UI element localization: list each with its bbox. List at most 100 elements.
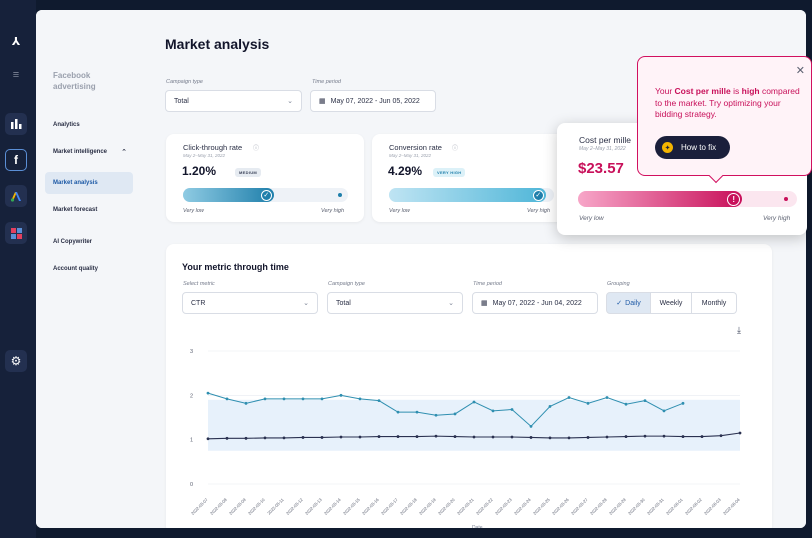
data-point	[396, 410, 400, 414]
calendar-icon: ▦	[481, 300, 488, 307]
conversion-card: Conversion rate ⓘ May 2–May 31, 2022 4.2…	[372, 134, 570, 222]
ctr-card: Click-through rate ⓘ May 2–May 31, 2022 …	[166, 134, 364, 222]
card-value: $23.57	[578, 160, 624, 177]
sidebar-item-label: Market intelligence	[53, 149, 108, 155]
market-range-band	[208, 399, 740, 451]
card-subtitle: May 2–May 31, 2022	[579, 146, 626, 152]
x-tick-label: 2022-05-25	[532, 497, 551, 516]
x-tick-label: 2022-05-13	[304, 497, 323, 516]
data-point	[434, 413, 438, 417]
x-tick-label: 2022-05-31	[646, 497, 665, 516]
data-point	[662, 434, 666, 438]
x-tick-label: 2022-05-09	[228, 497, 247, 516]
data-point	[586, 401, 590, 405]
level-alert-icon: !	[727, 192, 741, 206]
x-tick-label: 2022-05-28	[589, 497, 608, 516]
sidebar-item-label: AI Copywriter	[53, 239, 93, 245]
x-tick-label: 2022-05-08	[209, 497, 228, 516]
x-tick-label: 2022-05-18	[399, 497, 418, 516]
analytics-icon[interactable]	[5, 113, 27, 135]
info-icon: ⓘ	[253, 146, 260, 152]
time-period-label: Time period	[473, 281, 502, 287]
sidebar-item-ai-copywriter[interactable]: AI Copywriter	[45, 231, 133, 253]
how-to-fix-button[interactable]: ✦ How to fix	[655, 136, 730, 159]
campaign-type-label: Campaign type	[328, 281, 365, 287]
apps-icon[interactable]	[5, 222, 27, 244]
data-point	[415, 410, 419, 414]
scale-high-label: Very high	[321, 208, 345, 214]
bar-dot-icon	[338, 193, 342, 197]
sidebar-item-market-analysis[interactable]: Market analysis	[45, 172, 133, 194]
facebook-icon[interactable]: f	[5, 149, 27, 171]
campaign-type-select[interactable]: Total ⌄	[165, 90, 302, 112]
tooltip-text: Your	[655, 86, 675, 96]
insight-tooltip: ✕ Your Cost per mille is high compared t…	[637, 56, 812, 176]
settings-icon[interactable]: ⚙	[5, 350, 27, 372]
level-bar-fill	[578, 191, 743, 207]
data-point	[548, 405, 552, 408]
y-tick-label: 0	[190, 482, 193, 488]
google-ads-icon[interactable]	[5, 185, 27, 207]
data-point	[472, 400, 476, 404]
grouping-daily-label: Daily	[625, 299, 641, 307]
grouping-daily-button[interactable]: ✓ Daily	[606, 292, 651, 314]
level-knob-icon: ✓	[532, 189, 544, 201]
x-tick-label: 2022-05-10	[247, 497, 266, 516]
sidebar-item-label: Analytics	[53, 122, 80, 128]
sidebar-item-label: Market analysis	[53, 180, 98, 186]
data-point	[339, 435, 343, 439]
scale-low-label: Very low	[579, 215, 604, 222]
sidebar-item-label: Market forecast	[53, 207, 98, 213]
x-tick-label: 2022-05-20	[437, 497, 456, 516]
sidebar: Facebook advertising Analytics Market in…	[36, 10, 142, 528]
x-tick-label: 2022-05-22	[475, 497, 494, 516]
x-tick-label: 2022-05-19	[418, 497, 437, 516]
collapse-icon[interactable]: ≡	[12, 69, 20, 81]
x-tick-label: 2022-05-17	[380, 497, 399, 516]
sidebar-item-analytics[interactable]: Analytics	[45, 114, 133, 136]
select-metric-label: Select metric	[183, 281, 215, 287]
card-subtitle: May 2–May 31, 2022	[389, 153, 432, 158]
sidebar-item-account-quality[interactable]: Account quality	[45, 258, 133, 280]
grouping-monthly-button[interactable]: Monthly	[692, 292, 737, 314]
time-period-picker[interactable]: ▦ May 07, 2022 - Jun 05, 2022	[310, 90, 436, 112]
data-point	[586, 436, 590, 439]
data-point	[282, 436, 286, 440]
download-icon[interactable]: ⤓	[737, 325, 741, 335]
sidebar-item-market-intelligence[interactable]: Market intelligence ⌃	[45, 141, 133, 163]
x-tick-label: 2022-06-03	[703, 497, 722, 516]
close-icon[interactable]: ✕	[795, 65, 805, 77]
x-tick-label: 2022-05-07	[190, 497, 209, 516]
metric-select[interactable]: CTR ⌄	[182, 292, 318, 314]
logo-icon[interactable]: ⅄	[11, 35, 21, 48]
grouping-weekly-button[interactable]: Weekly	[651, 292, 692, 314]
chart-campaign-type-value: Total	[336, 299, 351, 307]
data-point	[282, 397, 286, 401]
chart-campaign-type-select[interactable]: Total ⌄	[327, 292, 463, 314]
check-icon: ✓	[616, 300, 623, 307]
card-title: Click-through rate	[183, 143, 243, 152]
x-tick-label: 2022-05-23	[494, 497, 513, 516]
y-tick-label: 1	[190, 438, 193, 444]
x-tick-label: 2022-05-26	[551, 497, 570, 516]
tooltip-metric: Cost per mille	[674, 86, 731, 96]
chart-time-period-picker[interactable]: ▦ May 07, 2022 - Jun 04, 2022	[472, 292, 598, 314]
sidebar-item-market-forecast[interactable]: Market forecast	[45, 199, 133, 221]
data-point	[529, 436, 533, 439]
bar-dot-icon	[784, 197, 788, 201]
data-point	[510, 435, 514, 439]
card-value: 1.20%	[182, 164, 217, 178]
app-rail: ⅄ ≡ f ⚙	[0, 0, 36, 538]
card-value: 4.29%	[388, 164, 423, 178]
data-point	[301, 436, 305, 439]
level-bar-fill	[183, 188, 274, 202]
x-tick-label: 2022-05-21	[456, 497, 475, 516]
chevron-down-icon: ⌄	[303, 300, 309, 307]
metric-select-value: CTR	[191, 299, 206, 307]
series-line-your-ctr	[207, 392, 684, 428]
info-icon: ⓘ	[452, 146, 459, 152]
data-point	[510, 408, 514, 411]
data-point	[548, 436, 552, 440]
data-point	[263, 436, 267, 440]
chevron-down-icon: ⌄	[448, 300, 454, 307]
